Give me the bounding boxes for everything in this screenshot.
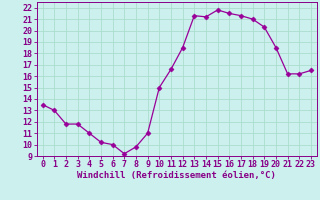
X-axis label: Windchill (Refroidissement éolien,°C): Windchill (Refroidissement éolien,°C) — [77, 171, 276, 180]
